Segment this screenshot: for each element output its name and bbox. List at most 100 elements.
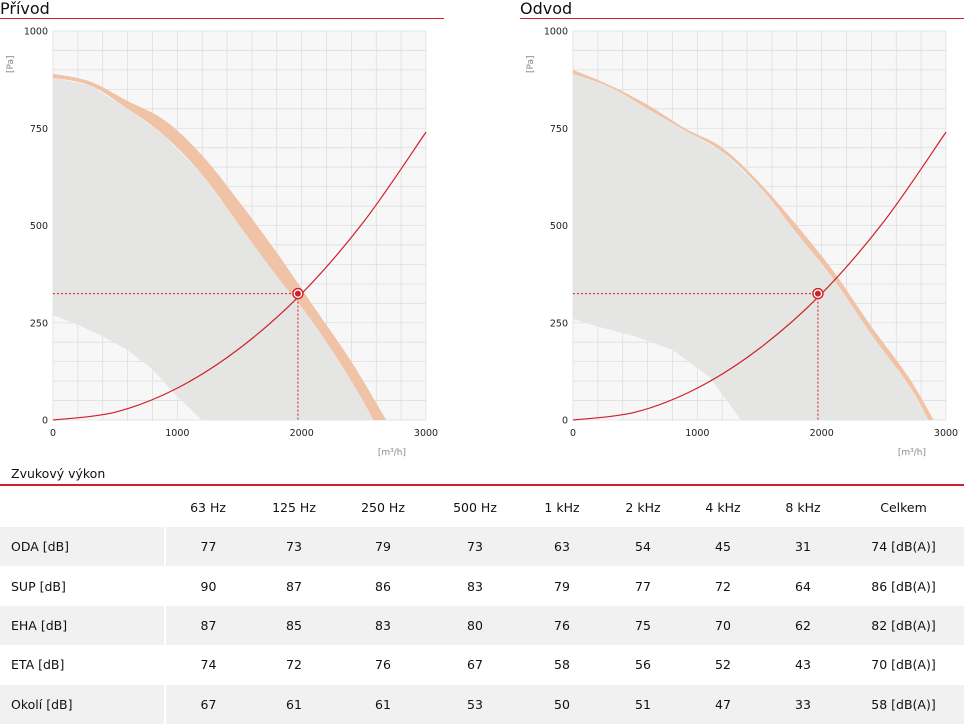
- table-cell: 77: [164, 527, 251, 567]
- table-cell: 83: [337, 605, 429, 646]
- row-label: Okolí [dB]: [0, 684, 165, 724]
- x-tick-label: 2000: [810, 428, 834, 439]
- x-tick-label: 3000: [934, 428, 958, 439]
- table-row-ambient: Okolí [dB] 67 61 61 53 50 51 47 33 58 [d…: [0, 684, 964, 724]
- x-axis-label: [m³/h]: [378, 448, 406, 458]
- table-cell: 51: [603, 684, 683, 724]
- y-tick-label: 500: [30, 221, 48, 232]
- table-cell: 75: [603, 605, 683, 646]
- chart-supply: 0 250 500 750 1000 0 1000 2000 3000 [Pa] [m³/h]: [6, 27, 438, 459]
- system-curve: [52, 131, 427, 421]
- table-cell: 33: [763, 684, 843, 724]
- column-header-250hz: 250 Hz: [361, 499, 405, 515]
- table-cell-total: 58 [dB(A)]: [843, 684, 964, 724]
- operating-point: [294, 290, 301, 297]
- table-cell: 76: [375, 657, 391, 673]
- chart-title-exhaust: Odvod: [520, 0, 573, 18]
- table-cell: 63: [521, 527, 603, 567]
- table-cell: 87: [164, 605, 251, 646]
- sound-power-table: 63 Hz 125 Hz 250 Hz 500 Hz 1 kHz 2 kHz 4…: [0, 487, 964, 724]
- table-cell: 61: [251, 684, 337, 724]
- table-cell: 31: [763, 527, 843, 567]
- table-cell: 43: [795, 657, 811, 673]
- y-tick-label: 750: [550, 124, 568, 135]
- x-tick-label: 2000: [290, 428, 314, 439]
- table-cell: 70: [683, 605, 763, 646]
- chart-exhaust: 0 250 500 750 1000 0 1000 2000 3000 [Pa] [m³/h]: [526, 27, 958, 459]
- column-header-1khz: 1 kHz: [544, 499, 580, 515]
- table-cell: 72: [715, 578, 731, 594]
- table-cell-total: 70 [dB(A)]: [871, 657, 936, 673]
- column-header-500hz: 500 Hz: [453, 499, 497, 515]
- column-header-63hz: 63 Hz: [190, 499, 226, 515]
- y-tick-label: 750: [30, 124, 48, 135]
- column-header-2khz: 2 kHz: [625, 499, 661, 515]
- table-cell: 67: [467, 657, 483, 673]
- table-cell-total: 74 [dB(A)]: [843, 527, 964, 567]
- table-cell: 67: [164, 684, 251, 724]
- title-underline-exhaust: [520, 18, 964, 19]
- table-cell: 79: [554, 578, 570, 594]
- table-row-eha: EHA [dB] 87 85 83 80 76 75 70 62 82 [dB(…: [0, 605, 964, 646]
- table-cell: 53: [429, 684, 521, 724]
- table-row-sup: SUP [dB] 90 87 86 83 79 77 72 64 86 [dB(…: [0, 566, 964, 606]
- table-cell: 52: [715, 657, 731, 673]
- table-cell: 87: [286, 578, 302, 594]
- table-cell: 47: [683, 684, 763, 724]
- table-cell: 61: [337, 684, 429, 724]
- x-tick-label: 1000: [165, 428, 189, 439]
- table-header-row: 63 Hz 125 Hz 250 Hz 500 Hz 1 kHz 2 kHz 4…: [0, 487, 964, 527]
- y-tick-label: 0: [562, 416, 568, 427]
- column-header: [0, 487, 165, 527]
- table-cell: 62: [763, 605, 843, 646]
- table-cell: 54: [603, 527, 683, 567]
- row-label: ETA [dB]: [11, 657, 65, 673]
- sound-title-underline: [0, 484, 964, 486]
- table-cell: 77: [635, 578, 651, 594]
- table-cell: 50: [521, 684, 603, 724]
- table-cell: 74: [164, 645, 251, 685]
- table-cell: 79: [337, 527, 429, 567]
- table-cell: 58: [554, 657, 570, 673]
- table-cell: 85: [251, 605, 337, 646]
- row-label: EHA [dB]: [0, 605, 165, 646]
- system-curve: [572, 131, 947, 421]
- x-tick-label: 1000: [685, 428, 709, 439]
- table-cell: 86: [375, 578, 391, 594]
- table-row-oda: ODA [dB] 77 73 79 73 63 54 45 31 74 [dB(…: [0, 527, 964, 567]
- column-header-8khz: 8 kHz: [785, 499, 821, 515]
- y-tick-label: 0: [42, 416, 48, 427]
- y-tick-label: 250: [30, 318, 48, 329]
- table-cell: 64: [795, 578, 811, 594]
- row-label: SUP [dB]: [11, 578, 66, 594]
- y-tick-label: 1000: [544, 27, 568, 38]
- x-tick-label: 0: [570, 428, 576, 439]
- operating-point: [814, 290, 821, 297]
- table-cell: 56: [635, 657, 651, 673]
- y-tick-label: 250: [550, 318, 568, 329]
- chart-title-supply: Přívod: [0, 0, 50, 18]
- x-axis-label: [m³/h]: [898, 448, 926, 458]
- fan-performance-charts: 0 250 500 750 1000 0 1000 2000 3000 [Pa] [m³/h] 0 2…: [6, 27, 958, 459]
- table-cell: 72: [286, 657, 302, 673]
- y-tick-label: 1000: [24, 27, 48, 38]
- table-cell: 90: [164, 566, 251, 606]
- operating-area: [53, 77, 374, 420]
- table-cell: 83: [467, 578, 483, 594]
- y-tick-label: 500: [550, 221, 568, 232]
- y-axis-label: [Pa]: [526, 55, 536, 73]
- column-header-total: Celkem: [880, 499, 927, 515]
- table-row-eta: ETA [dB] 74 72 76 67 58 56 52 43 70 [dB(…: [0, 645, 964, 685]
- x-tick-label: 3000: [414, 428, 438, 439]
- y-axis-label: [Pa]: [6, 55, 16, 73]
- row-label: ODA [dB]: [0, 527, 165, 567]
- table-cell: 73: [429, 527, 521, 567]
- title-underline-supply: [0, 18, 444, 19]
- column-header-125hz: 125 Hz: [272, 499, 316, 515]
- table-cell-total: 86 [dB(A)]: [871, 578, 936, 594]
- sound-power-title: Zvukový výkon: [11, 466, 106, 481]
- x-tick-label: 0: [50, 428, 56, 439]
- table-cell: 80: [429, 605, 521, 646]
- table-cell: 76: [521, 605, 603, 646]
- operating-area: [573, 73, 929, 421]
